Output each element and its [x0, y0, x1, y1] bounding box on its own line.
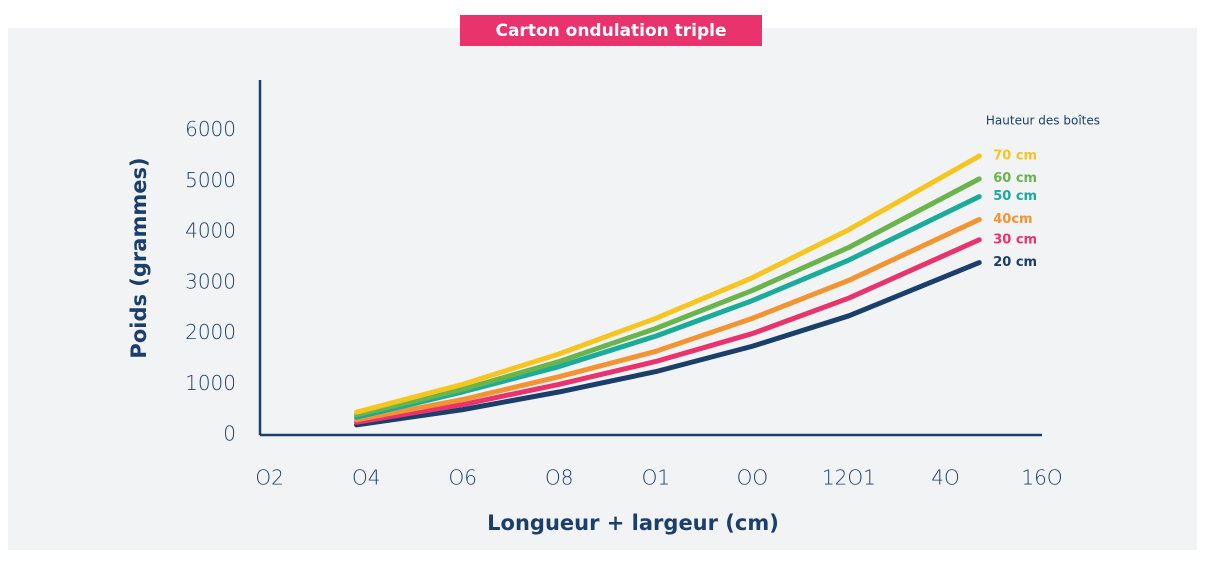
- y-tick-label: 5000: [185, 168, 236, 192]
- y-tick-label: 3000: [185, 269, 236, 293]
- x-tick-label: O6: [449, 466, 477, 490]
- x-tick-label: O4: [352, 466, 380, 490]
- legend-label: 40cm: [993, 212, 1032, 227]
- series-line: [354, 153, 982, 415]
- x-tick-label: 16O: [1021, 466, 1062, 490]
- legend-label: 30 cm: [993, 232, 1037, 247]
- y-tick-label: 0: [223, 422, 236, 446]
- panel: [8, 28, 1197, 550]
- legend-label: 50 cm: [993, 189, 1037, 204]
- x-tick-label: 12O1: [822, 466, 876, 490]
- y-tick-label: 2000: [185, 320, 236, 344]
- legend-title: Hauteur des boîtes: [986, 114, 1100, 128]
- series-line: [354, 216, 982, 423]
- x-tick-label: OO: [737, 466, 768, 490]
- series-line: [354, 176, 982, 418]
- x-tick-label: O2: [255, 466, 283, 490]
- x-tick-label: O8: [545, 466, 573, 490]
- x-tick-label: O1: [642, 466, 670, 490]
- y-tick-label: 4000: [185, 219, 236, 243]
- y-tick-label: 1000: [185, 371, 236, 395]
- legend-label: 70 cm: [993, 149, 1037, 164]
- series-line: [354, 260, 982, 428]
- legend-label: 20 cm: [993, 255, 1037, 270]
- title-box: [460, 15, 762, 46]
- chart-title: Carton ondulation triple: [495, 21, 726, 41]
- x-tick-label: 4O: [931, 466, 959, 490]
- y-tick-label: 6000: [185, 117, 236, 141]
- legend-label: 60 cm: [993, 171, 1037, 186]
- x-axis-label: Longueur + largeur (cm): [487, 511, 779, 535]
- series-line: [354, 237, 982, 425]
- y-axis-label: Poids (grammes): [127, 157, 151, 358]
